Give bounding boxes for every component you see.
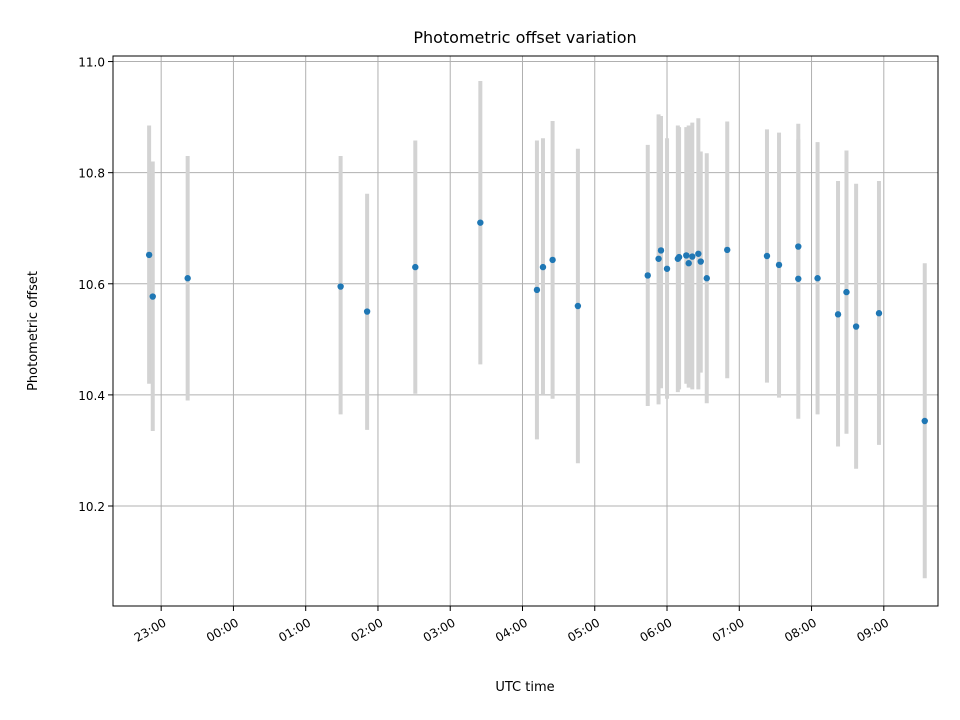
data-point (724, 246, 731, 254)
data-point (533, 286, 541, 294)
data-point (675, 253, 683, 261)
data-point (852, 323, 860, 330)
data-points (145, 219, 928, 425)
data-point (363, 308, 371, 315)
data-point (843, 288, 850, 296)
y-tick-label: 10.4 (78, 389, 105, 403)
data-point (683, 252, 690, 259)
y-tick-label: 10.2 (78, 500, 105, 514)
data-point (549, 256, 556, 264)
data-point (663, 265, 671, 272)
plot-frame (112, 55, 939, 607)
data-point (477, 219, 484, 226)
data-point (875, 310, 883, 317)
y-tick-label: 10.8 (78, 167, 105, 181)
data-point (145, 251, 153, 259)
data-point (697, 258, 704, 265)
data-point (184, 275, 191, 282)
data-point (795, 275, 802, 282)
data-point (539, 263, 547, 271)
y-axis-ticks: 10.2 10.4 10.6 10.8 11.0 (78, 56, 113, 514)
data-point (149, 293, 156, 300)
y-tick-label: 11.0 (78, 56, 105, 70)
data-point (703, 275, 710, 282)
data-point (775, 261, 783, 269)
data-point (834, 311, 842, 318)
data-point (685, 260, 692, 267)
data-point (655, 255, 662, 262)
x-axis-label: UTC time (495, 680, 554, 695)
data-point (695, 250, 702, 257)
y-tick-label: 10.6 (78, 278, 105, 292)
chart-title: Photometric offset variation (413, 28, 636, 47)
data-point (795, 243, 802, 250)
data-point (574, 302, 582, 310)
data-point (689, 253, 696, 260)
data-point (412, 263, 419, 271)
data-point (657, 247, 665, 254)
data-point (814, 275, 821, 282)
data-point (337, 283, 344, 290)
y-axis-label: Photometric offset (26, 271, 41, 391)
data-point (921, 417, 928, 425)
data-point (644, 272, 651, 279)
data-point (763, 252, 771, 260)
